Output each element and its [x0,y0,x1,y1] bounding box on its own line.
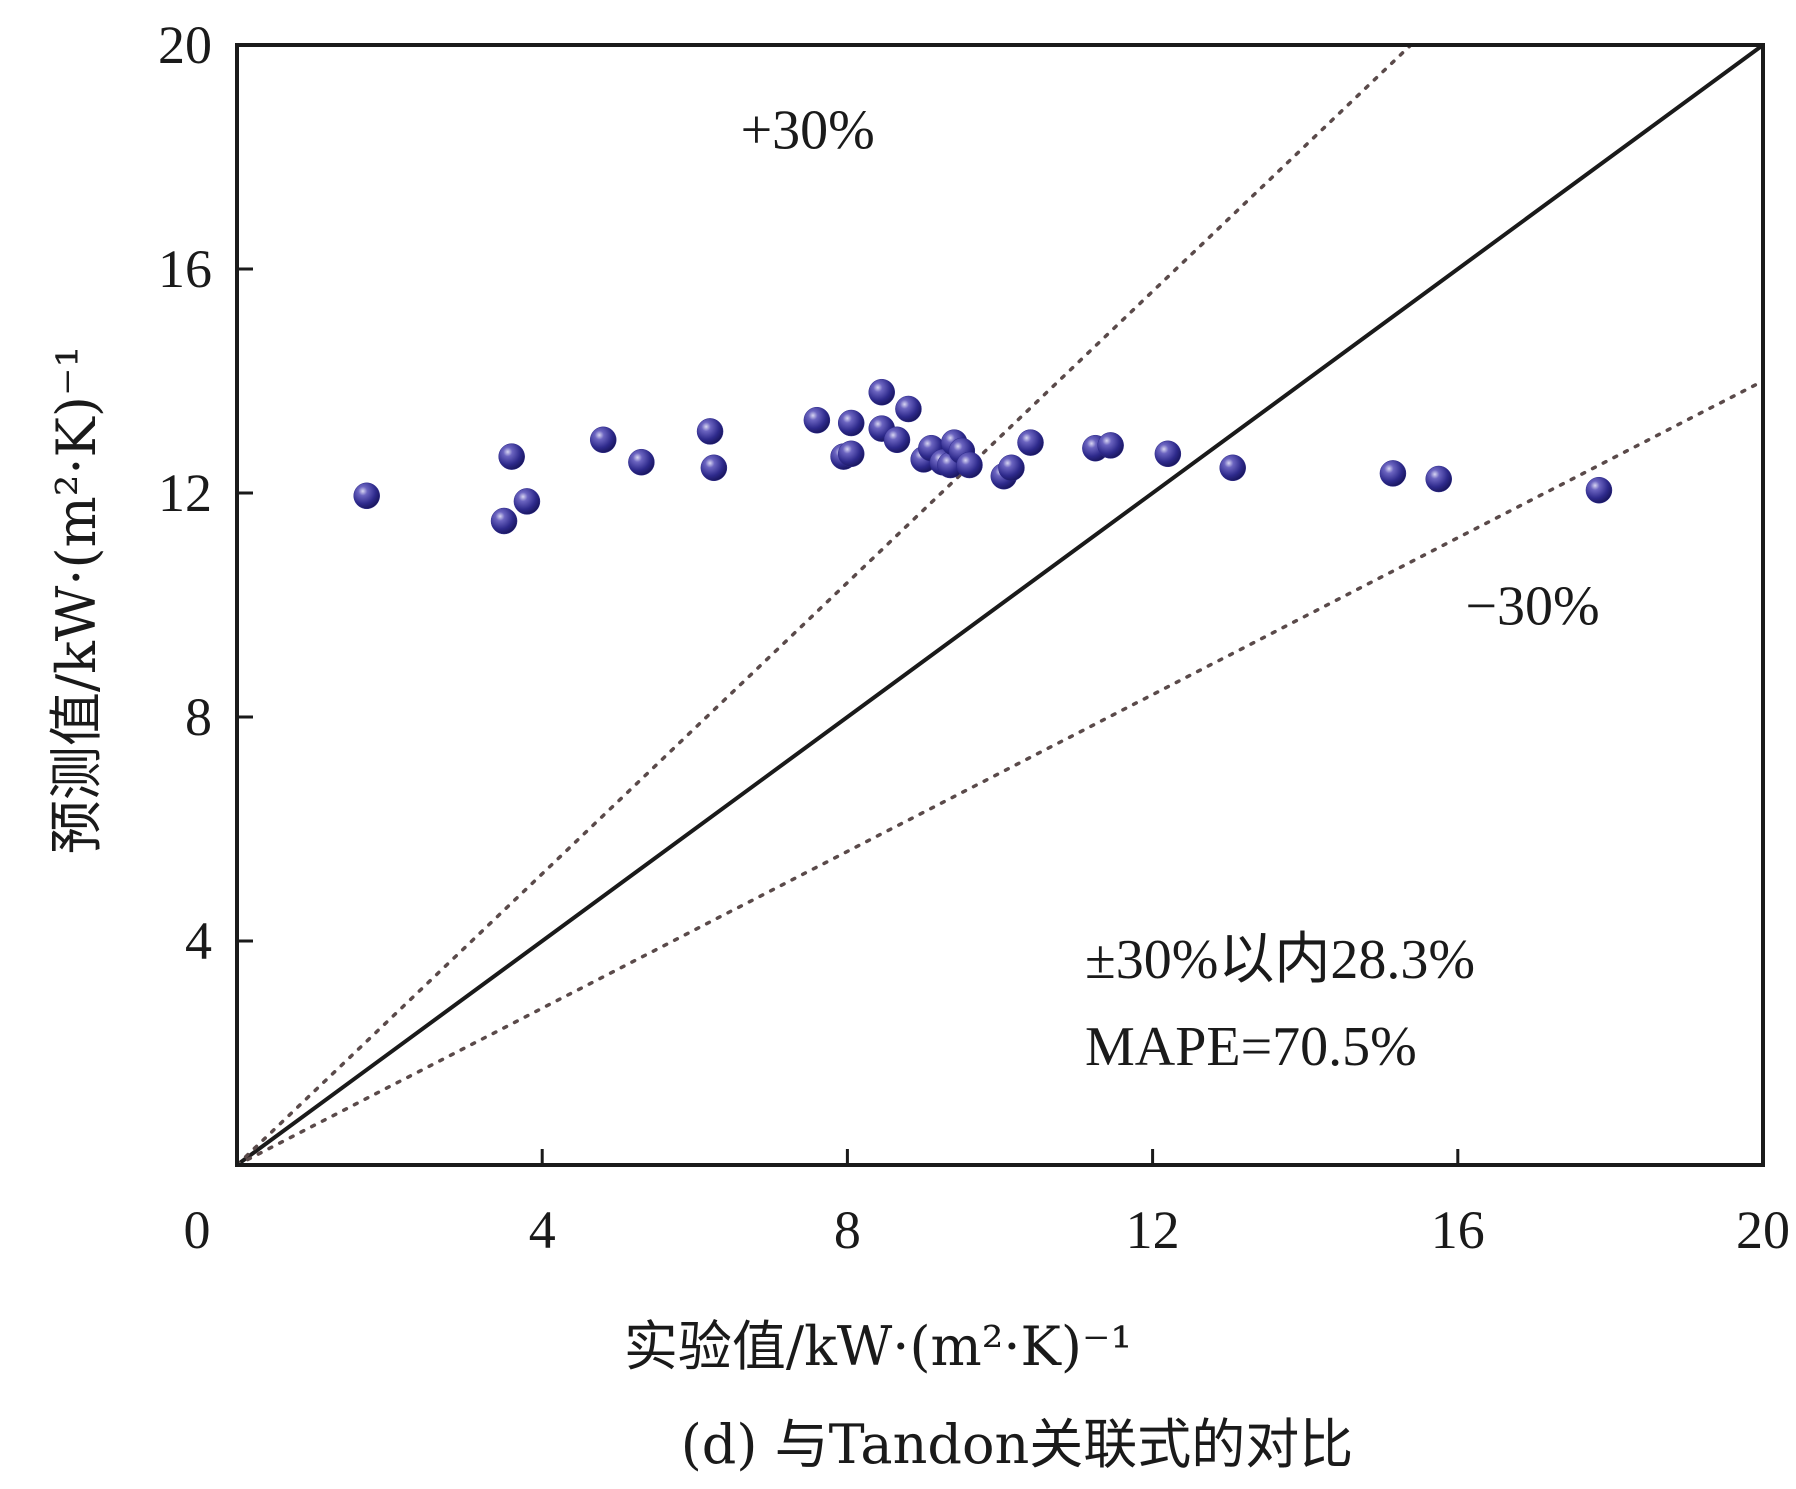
data-point [696,418,724,445]
data-point [837,409,865,437]
data-point [1585,476,1613,504]
x-axis-title: 实验值/kW·(m²·K)⁻¹ [624,1315,1132,1378]
y-tick-label: 16 [158,239,212,299]
x-tick-label: 12 [1126,1200,1180,1260]
data-point [956,451,983,479]
data-point [1425,465,1452,493]
plus-30-percent-label: +30% [741,100,875,162]
minus-30-percent-label: −30% [1465,576,1599,638]
data-point [998,454,1025,482]
reference-lines [237,45,1763,1165]
data-point [895,395,922,423]
data-point [1379,460,1407,487]
data-point [883,426,911,454]
data-point [490,507,518,535]
data-point [803,406,831,434]
data-point [1154,440,1182,468]
y-axis-title: 预测值/kW·(m²·K)⁻¹ [45,346,108,854]
data-points [353,378,1613,535]
figure-caption: (d) 与Tandon关联式的对比 [681,1413,1354,1476]
data-point [589,426,617,454]
data-point [513,488,541,515]
x-axis-ticks: 0 4 8 12 16 20 [184,1149,1790,1260]
data-point [628,448,655,476]
mape-annotation: MAPE=70.5% [1085,1016,1417,1078]
y-tick-label: 4 [185,911,212,971]
data-point [700,454,728,482]
data-point [353,482,380,510]
data-point [837,440,865,468]
plot-area-frame [235,43,1765,1167]
parity-line [237,45,1763,1165]
data-point [1097,432,1124,459]
x-tick-label: 20 [1736,1200,1790,1260]
data-point [1017,429,1044,456]
x-tick-label: 16 [1431,1200,1485,1260]
y-axis-ticks: 4 8 12 16 20 [158,15,253,971]
minus-30-percent-line [237,379,1763,1165]
data-point [1219,454,1246,482]
within-30-percent-annotation: ±30%以内28.3% [1085,929,1475,991]
data-point [868,378,895,406]
x-tick-label: 4 [529,1200,556,1260]
x-tick-label: 8 [834,1200,861,1260]
y-tick-label: 20 [158,15,212,75]
data-point [498,443,525,470]
plus-30-percent-line [237,45,1414,1165]
y-tick-label: 12 [158,463,212,523]
x-tick-label: 0 [184,1200,211,1260]
y-tick-label: 8 [185,687,212,747]
